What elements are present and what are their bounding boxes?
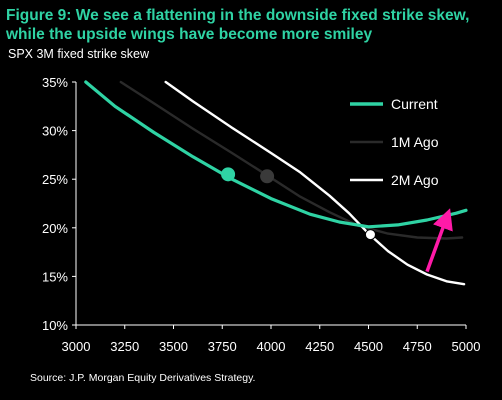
y-tick-label: 20% <box>42 221 68 236</box>
y-tick-label: 35% <box>42 75 68 90</box>
x-tick-label: 4000 <box>257 339 286 354</box>
x-tick-label: 4500 <box>354 339 383 354</box>
x-tick-label: 3500 <box>159 339 188 354</box>
chart-subtitle: SPX 3M fixed strike skew <box>8 47 150 61</box>
series-line-1m-ago <box>119 80 464 240</box>
source-note: Source: J.P. Morgan Equity Derivatives S… <box>30 372 256 384</box>
marker-2m-ago <box>364 229 376 241</box>
x-tick-label: 3000 <box>62 339 91 354</box>
series-line-current <box>84 80 468 229</box>
series-layer <box>84 80 468 286</box>
marker-1m-ago <box>260 169 275 184</box>
series-line-2m-ago <box>164 80 466 286</box>
marker-current <box>221 167 236 182</box>
axes: 10% 15% 20% 25% 30% 35% 3000 3250 3500 3750 4000 42… <box>42 75 480 354</box>
y-tick-label: 15% <box>42 269 68 284</box>
x-tick-label: 4250 <box>305 339 334 354</box>
y-tick-label: 25% <box>42 172 68 187</box>
legend: Current 1M Ago 2M Ago <box>350 96 439 188</box>
legend-label-1m-ago: 1M Ago <box>391 134 439 150</box>
legend-label-2m-ago: 2M Ago <box>391 172 439 188</box>
marker-layer <box>221 167 376 241</box>
x-tick-label: 4750 <box>403 339 432 354</box>
y-tick-label: 10% <box>42 318 68 333</box>
legend-label-current: Current <box>391 96 438 112</box>
x-tick-label: 3750 <box>208 339 237 354</box>
annotation-arrow <box>425 208 453 273</box>
annotation-layer <box>425 208 453 273</box>
x-tick-label: 3250 <box>110 339 139 354</box>
figure-title: Figure 9: We see a flattening in the dow… <box>6 7 470 43</box>
y-tick-label: 30% <box>42 124 68 139</box>
x-tick-label: 5000 <box>452 339 481 354</box>
